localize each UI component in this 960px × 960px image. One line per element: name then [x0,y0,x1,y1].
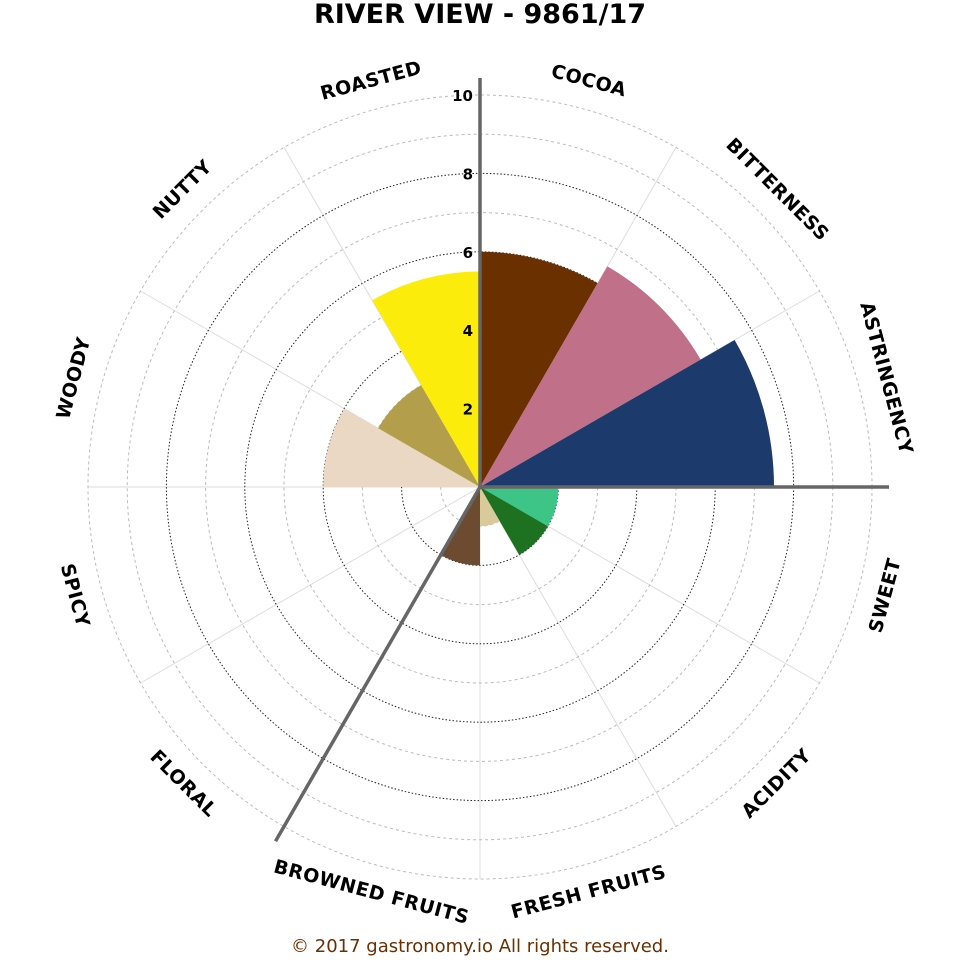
r-tick-label: 8 [463,165,473,183]
axis-spokes [273,78,889,843]
bar-bitterness [480,266,701,487]
bar-nutty [378,385,480,487]
category-label-sweet: SWEET [865,556,906,635]
bars [323,251,774,566]
category-label-bitterness: BITTERNESS [722,134,834,246]
r-tick-label: 6 [463,244,473,262]
category-label-cocoa: COCOA [549,60,629,101]
r-tick-label: 2 [463,401,473,419]
bar-woody [323,408,480,487]
r-tick-label: 10 [452,87,473,105]
category-label-floral: FLORAL [146,746,222,822]
bar-fresh-fruits [480,487,500,527]
category-label-woody: WOODY [52,335,95,422]
r-tick-label: 4 [463,322,473,340]
category-label-nutty: NUTTY [149,156,217,224]
category-label-astringency: ASTRINGENCY [855,300,917,457]
bar-roasted [372,271,480,487]
category-label-roasted: ROASTED [318,57,424,105]
axis-spoke [273,486,482,843]
category-label-browned-fruits: BROWNED FRUITS [271,856,471,929]
bar-sweet [480,487,559,527]
bar-acidity [480,487,548,555]
category-label-acidity: ACIDITY [737,744,815,822]
bar-cocoa [480,251,598,487]
category-label-fresh-fruits: FRESH FRUITS [509,861,669,924]
copyright-footer: © 2017 gastronomy.io All rights reserved… [291,936,669,957]
bar-astringency [480,340,774,487]
category-label-spicy: SPICY [56,561,94,629]
chart-title: RIVER VIEW - 9861/17 [314,0,646,30]
radial-ticks: 2 4 6 8 10 [452,87,473,419]
